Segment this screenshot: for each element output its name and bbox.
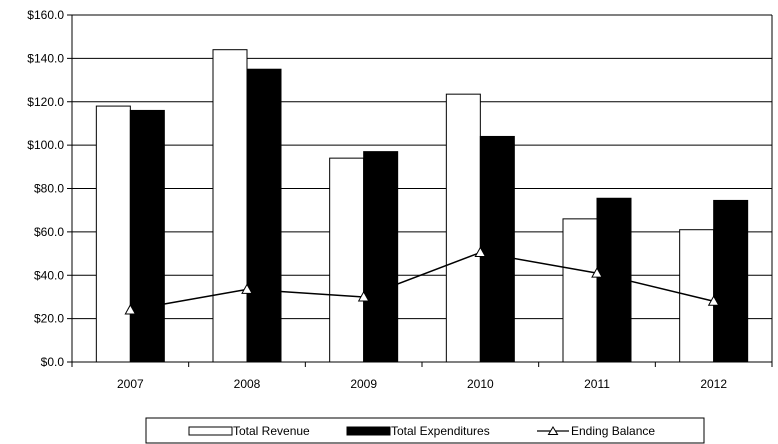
bar-total-expenditures-2012 xyxy=(713,199,749,363)
x-tick-label-2007: 2007 xyxy=(117,377,144,391)
ending-balance-line xyxy=(124,246,720,315)
legend-label-total-expenditures: Total Expenditures xyxy=(391,424,490,438)
ending-balance-polyline xyxy=(130,251,714,311)
y-tick-label-8: $160.0 xyxy=(27,8,64,22)
legend-swatch-total-revenue xyxy=(188,426,233,436)
ending-balance-point-2012 xyxy=(707,295,720,306)
x-tick-label-2008: 2008 xyxy=(234,377,261,391)
legend-marker-ending-balance xyxy=(547,426,559,435)
ending-balance-point-2008 xyxy=(241,283,253,294)
bar-total-expenditures-2010 xyxy=(479,135,515,363)
legend-swatch-total-expenditures xyxy=(346,426,391,436)
y-tick-label-5: $100.0 xyxy=(27,138,64,152)
bar-total-revenue-2007 xyxy=(95,105,131,363)
ending-balance-point-2009 xyxy=(357,290,370,302)
bar-total-expenditures-2007 xyxy=(129,109,165,363)
legend-box xyxy=(145,417,705,444)
bar-total-revenue-2009 xyxy=(329,157,365,363)
bars xyxy=(95,49,749,363)
x-tick-labels: 2007 2008 2009 2010 2011 2012 xyxy=(117,377,727,391)
gridlines xyxy=(72,14,772,320)
ending-balance-point-2007 xyxy=(124,303,137,315)
ending-balance-point-2010 xyxy=(474,246,487,257)
y-tick-label-1: $20.0 xyxy=(34,312,64,326)
x-tick-label-2010: 2010 xyxy=(467,377,494,391)
x-tick-label-2011: 2011 xyxy=(584,377,610,391)
y-tick-label-7: $140.0 xyxy=(27,51,64,65)
axes xyxy=(67,14,773,367)
y-tick-label-0: $0.0 xyxy=(41,355,65,369)
x-tick-label-2009: 2009 xyxy=(350,377,377,391)
y-tick-label-6: $120.0 xyxy=(27,95,64,109)
y-tick-labels: $0.0 $20.0 $40.0 $60.0 $80.0 $100.0 $120.0 $140… xyxy=(27,8,64,369)
legend: Total Revenue Total Expenditures Ending … xyxy=(145,417,705,444)
bar-total-revenue-2008 xyxy=(212,49,248,363)
bar-total-revenue-2010 xyxy=(445,93,481,363)
ending-balance-point-2011 xyxy=(591,267,603,278)
y-tick-label-4: $80.0 xyxy=(34,182,64,196)
bar-total-expenditures-2009 xyxy=(363,151,399,363)
legend-label-total-revenue: Total Revenue xyxy=(233,424,310,438)
y-tick-label-2: $40.0 xyxy=(34,268,64,282)
bar-total-expenditures-2008 xyxy=(246,68,282,363)
x-tick-label-2012: 2012 xyxy=(700,377,727,391)
legend-label-ending-balance: Ending Balance xyxy=(571,424,655,438)
bar-total-revenue-2012 xyxy=(679,229,715,363)
bar-total-revenue-2011 xyxy=(562,218,598,363)
y-tick-label-3: $60.0 xyxy=(34,225,64,239)
